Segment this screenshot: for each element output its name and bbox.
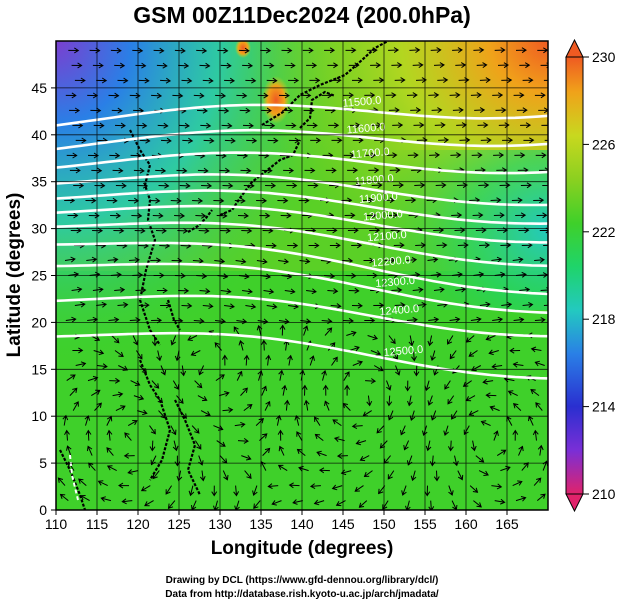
x-tick-label: 140 — [290, 516, 314, 532]
y-tick-label: 35 — [31, 174, 47, 190]
contour-label: 12300.0 — [375, 275, 416, 290]
x-tick-label: 150 — [372, 516, 396, 532]
x-tick-label: 160 — [454, 516, 478, 532]
contour-label: 11500.0 — [342, 95, 382, 110]
grid-lines — [56, 41, 548, 510]
contour-label: 11900.0 — [358, 191, 398, 206]
contour-label: 12000.0 — [363, 208, 404, 223]
contour-label: 12500.0 — [383, 344, 424, 359]
y-tick-label: 30 — [31, 221, 47, 237]
x-tick-label: 130 — [208, 516, 232, 532]
y-axis: 0 5 10 15 20 25 30 35 40 45 — [31, 80, 56, 518]
contour-labels: 11500.011600.011700.011800.011900.012000… — [342, 95, 424, 360]
x-tick-label: 135 — [249, 516, 273, 532]
y-tick-label: 15 — [31, 361, 47, 377]
x-tick-label: 145 — [331, 516, 355, 532]
colorbar-min-arrow — [565, 493, 584, 513]
contour-label: 12100.0 — [367, 229, 408, 244]
y-tick-label: 5 — [39, 455, 47, 471]
contour-label: 11700.0 — [350, 146, 390, 161]
colorbar-max-arrow — [565, 38, 584, 58]
contour-label: 12400.0 — [379, 303, 420, 318]
y-tick-label: 0 — [39, 502, 47, 518]
x-axis: 110 115 120 125 130 135 140 145 150 155 160 165 — [45, 510, 519, 532]
colorbar-tick-label: 226 — [592, 136, 616, 152]
colorbar-tick-label: 230 — [592, 49, 616, 65]
credit-drawing: Drawing by DCL (https://www.gfd-dennou.o… — [166, 575, 439, 586]
y-tick-label: 10 — [31, 408, 47, 424]
x-axis-label: Longitude (degrees) — [211, 538, 394, 559]
y-axis-label: Latitude (degrees) — [4, 193, 25, 358]
colorbar-tick-label: 210 — [592, 486, 616, 502]
y-tick-label: 45 — [31, 80, 47, 96]
colorbar-tick-label: 218 — [592, 311, 616, 327]
colorbar: 230 226 222 218 214 210 — [565, 38, 616, 513]
colorbar-tick-label: 222 — [592, 224, 616, 240]
y-tick-label: 20 — [31, 314, 47, 330]
chart-title: GSM 00Z11Dec2024 (200.0hPa) — [133, 2, 471, 28]
x-tick-label: 165 — [495, 516, 519, 532]
y-tick-label: 40 — [31, 127, 47, 143]
x-tick-label: 110 — [45, 516, 68, 532]
colorbar-tick-label: 214 — [592, 399, 616, 415]
credit-data: Data from http://database.rish.kyoto-u.a… — [165, 589, 439, 600]
contour-label: 12200.0 — [371, 254, 412, 269]
y-tick-label: 25 — [31, 268, 47, 284]
x-tick-label: 125 — [167, 516, 191, 532]
contour-label: 11600.0 — [346, 121, 386, 136]
x-tick-label: 120 — [126, 516, 150, 532]
x-tick-label: 155 — [413, 516, 437, 532]
map-field: 11500.011600.011700.011800.011900.012000… — [56, 41, 548, 510]
x-tick-label: 115 — [86, 516, 109, 532]
